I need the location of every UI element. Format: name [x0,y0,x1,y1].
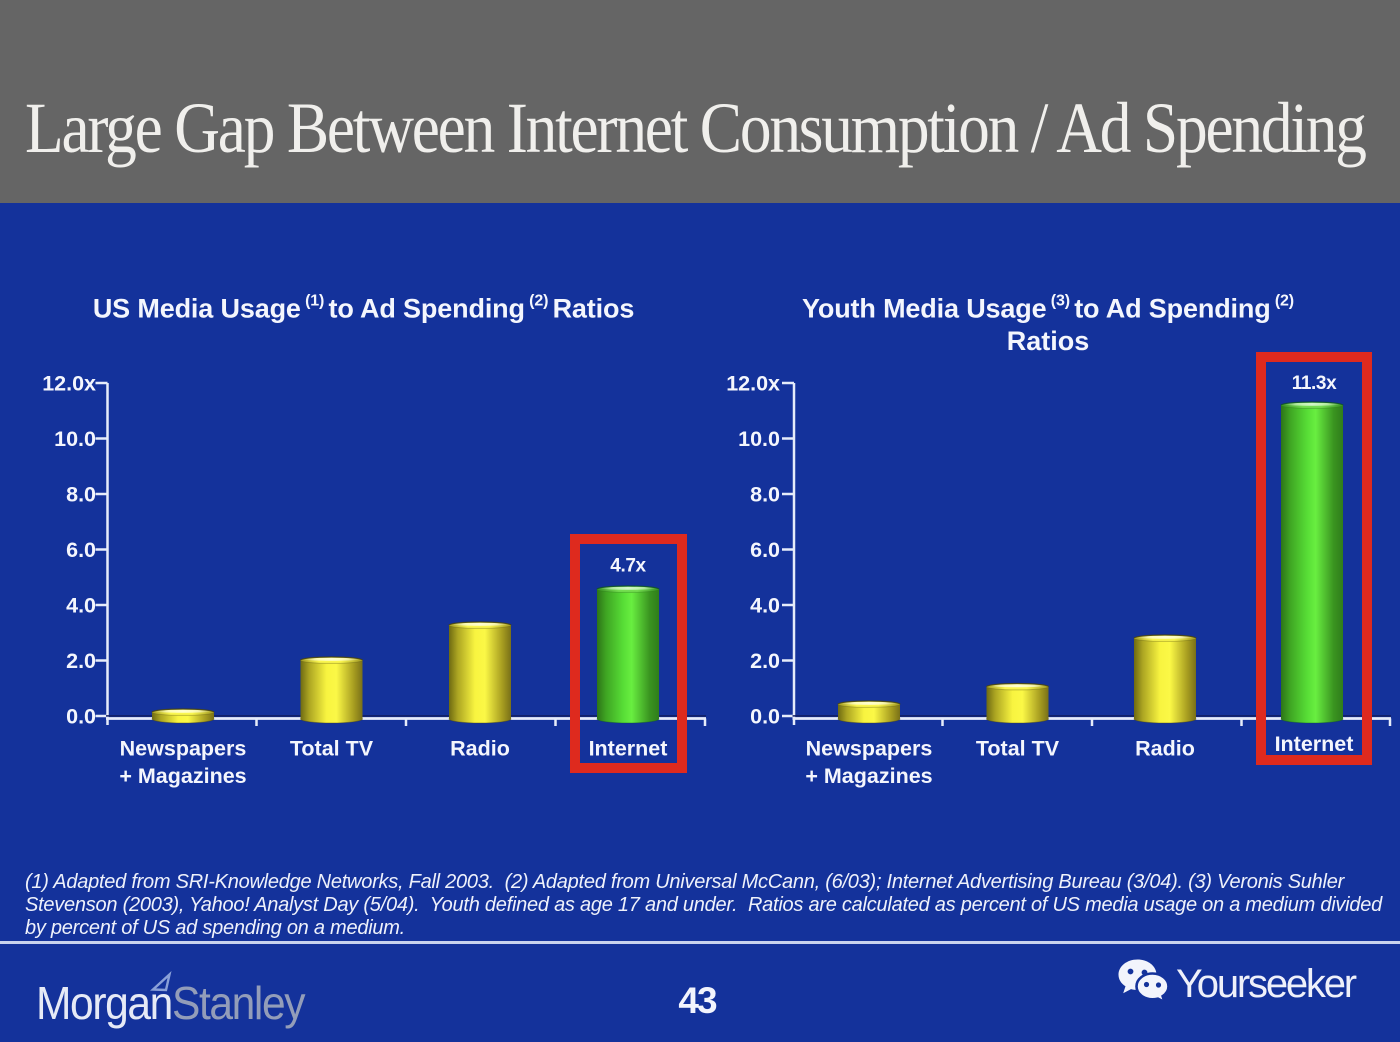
svg-text:2.0: 2.0 [66,649,96,673]
svg-text:4.7x: 4.7x [610,556,646,577]
svg-text:Total TV: Total TV [290,737,374,761]
svg-text:Internet: Internet [589,737,668,761]
svg-text:11.3x: 11.3x [1292,373,1337,394]
svg-text:8.0: 8.0 [750,483,780,507]
svg-text:Youth Media Usage (3) to Ad Sp: Youth Media Usage (3) to Ad Spending (2) [802,293,1294,324]
svg-text:0.0: 0.0 [750,705,780,729]
svg-text:Ratios: Ratios [1007,326,1090,356]
svg-text:10.0: 10.0 [738,427,780,451]
svg-text:10.0: 10.0 [54,427,96,451]
svg-text:8.0: 8.0 [66,483,96,507]
svg-text:12.0x: 12.0x [42,372,96,396]
svg-text:4.0: 4.0 [66,594,96,618]
svg-text:6.0: 6.0 [66,538,96,562]
svg-text:2.0: 2.0 [750,649,780,673]
svg-text:0.0: 0.0 [66,705,96,729]
svg-text:+ Magazines: + Magazines [119,764,246,788]
svg-text:+ Magazines: + Magazines [805,764,932,788]
svg-text:US Media Usage (1) to Ad Spend: US Media Usage (1) to Ad Spending (2) Ra… [93,293,634,324]
svg-text:Internet: Internet [1275,732,1354,756]
svg-text:Newspapers: Newspapers [806,737,933,761]
svg-text:12.0x: 12.0x [726,372,780,396]
svg-text:Radio: Radio [450,737,510,761]
svg-text:Newspapers: Newspapers [120,737,247,761]
svg-text:4.0: 4.0 [750,594,780,618]
svg-text:6.0: 6.0 [750,538,780,562]
svg-text:Radio: Radio [1135,737,1195,761]
svg-text:Total TV: Total TV [976,737,1060,761]
